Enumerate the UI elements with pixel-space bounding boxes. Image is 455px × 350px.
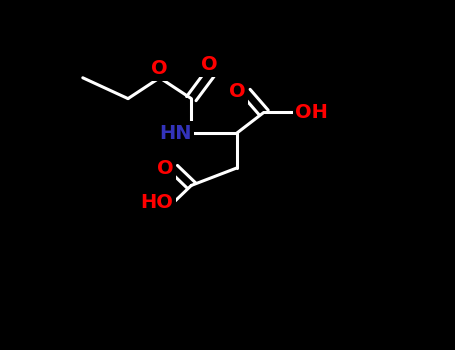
Text: HO: HO xyxy=(140,193,173,212)
Text: O: O xyxy=(201,55,218,74)
Text: OH: OH xyxy=(295,103,328,122)
Text: O: O xyxy=(229,82,246,101)
Text: O: O xyxy=(157,159,173,177)
Text: HN: HN xyxy=(159,124,191,143)
Text: O: O xyxy=(152,59,168,78)
